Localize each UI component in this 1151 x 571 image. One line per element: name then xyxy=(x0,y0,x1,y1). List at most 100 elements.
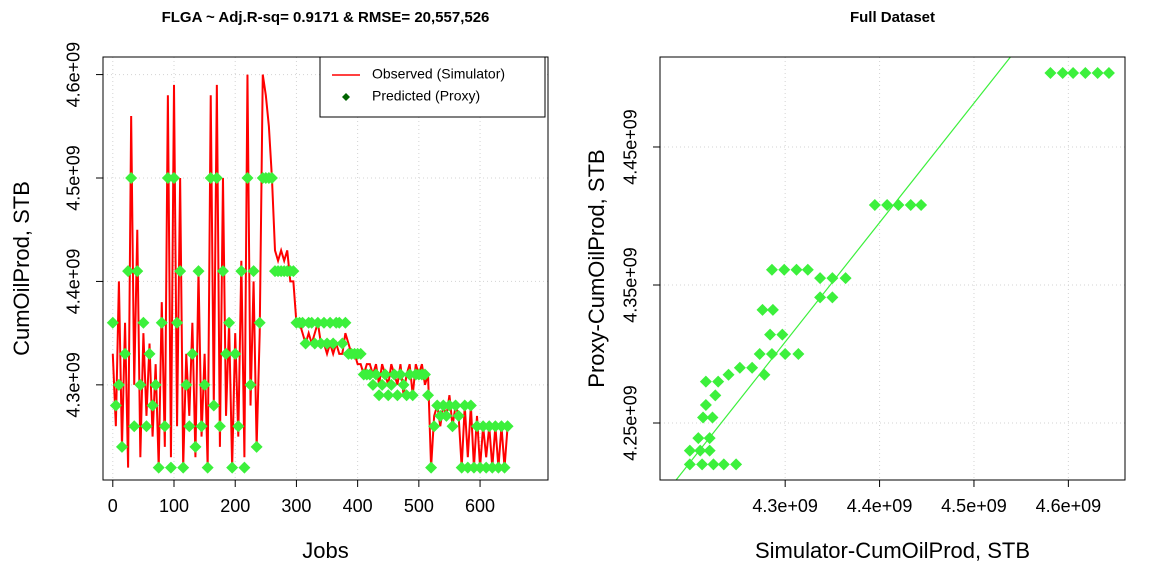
legend-swatch xyxy=(342,93,350,101)
plot-area xyxy=(675,57,1115,480)
legend-label: Observed (Simulator) xyxy=(372,66,505,82)
point xyxy=(155,316,168,329)
point xyxy=(198,378,211,391)
point xyxy=(161,172,174,185)
point xyxy=(746,361,759,374)
point xyxy=(244,378,257,391)
point xyxy=(149,378,162,391)
x-tick-label: 4.4e+09 xyxy=(847,496,913,516)
x-tick-label: 500 xyxy=(404,496,434,516)
point xyxy=(204,172,217,185)
point xyxy=(354,347,367,360)
point xyxy=(697,411,710,424)
plot-frame xyxy=(102,56,549,481)
point xyxy=(694,444,707,457)
point xyxy=(400,389,413,402)
point xyxy=(495,420,508,433)
point xyxy=(134,378,147,391)
point xyxy=(180,378,193,391)
point xyxy=(915,198,928,211)
point xyxy=(814,272,827,285)
fit-line xyxy=(675,57,1012,480)
point xyxy=(213,420,226,433)
point xyxy=(321,337,334,350)
point xyxy=(164,461,177,474)
point xyxy=(366,378,379,391)
point xyxy=(480,461,493,474)
x-tick-label: 4.3e+09 xyxy=(752,496,818,516)
legend-box xyxy=(319,56,546,118)
point xyxy=(452,409,465,422)
point xyxy=(220,347,233,360)
point xyxy=(152,461,165,474)
y-tick-label: 4.3e+09 xyxy=(64,352,84,418)
point xyxy=(210,172,223,185)
point xyxy=(369,368,382,381)
point xyxy=(498,461,511,474)
point xyxy=(696,458,709,471)
point xyxy=(779,347,792,360)
point xyxy=(177,461,190,474)
point xyxy=(492,461,505,474)
y-axis-title: Proxy-CumOilProd, STB xyxy=(584,149,609,387)
point xyxy=(385,378,398,391)
point xyxy=(168,172,181,185)
x-tick-label: 300 xyxy=(281,496,311,516)
point xyxy=(464,399,477,412)
point xyxy=(115,440,128,453)
point xyxy=(489,420,502,433)
point xyxy=(446,420,459,433)
point xyxy=(305,316,318,329)
point xyxy=(428,420,441,433)
point xyxy=(792,347,805,360)
x-tick-label: 4.6e+09 xyxy=(1036,496,1102,516)
point xyxy=(1079,67,1092,80)
point xyxy=(765,263,778,276)
point xyxy=(158,420,171,433)
point xyxy=(437,399,450,412)
point xyxy=(434,409,447,422)
plot-frame xyxy=(659,56,1126,481)
point xyxy=(706,411,719,424)
point xyxy=(186,347,199,360)
point xyxy=(131,265,144,278)
x-axis-title: Jobs xyxy=(302,538,348,563)
y-tick-label: 4.35e+09 xyxy=(621,247,641,323)
point xyxy=(339,316,352,329)
y-tick-label: 4.4e+09 xyxy=(64,249,84,315)
point xyxy=(192,265,205,278)
point xyxy=(881,198,894,211)
point xyxy=(226,461,239,474)
point xyxy=(467,461,480,474)
point xyxy=(327,337,340,350)
point xyxy=(826,291,839,304)
point xyxy=(324,316,337,329)
point xyxy=(308,337,321,350)
point xyxy=(683,458,696,471)
y-tick-label: 4.5e+09 xyxy=(64,145,84,211)
point xyxy=(382,389,395,402)
point xyxy=(241,172,254,185)
point xyxy=(314,337,327,350)
point xyxy=(109,399,122,412)
point xyxy=(247,265,260,278)
point xyxy=(486,461,499,474)
point xyxy=(1067,67,1080,80)
point xyxy=(232,420,245,433)
x-tick-label: 400 xyxy=(343,496,373,516)
point xyxy=(501,420,514,433)
point xyxy=(839,272,852,285)
point xyxy=(483,420,496,433)
point xyxy=(235,265,248,278)
point xyxy=(388,368,401,381)
point xyxy=(826,272,839,285)
point xyxy=(403,368,416,381)
x-tick-label: 0 xyxy=(108,496,118,516)
point xyxy=(119,347,132,360)
point xyxy=(440,409,453,422)
point xyxy=(722,368,735,381)
point xyxy=(699,375,712,388)
point xyxy=(814,291,827,304)
